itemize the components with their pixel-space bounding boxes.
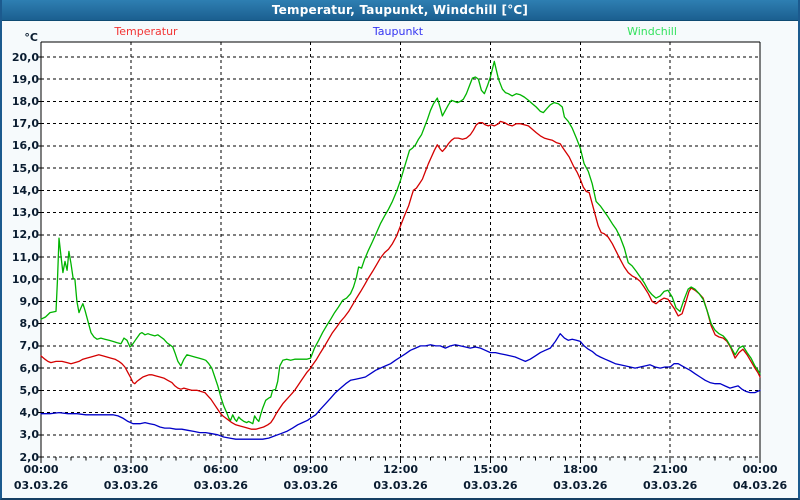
- x-axis-date-label: 03.03.26: [103, 479, 159, 492]
- x-axis-time-label: 00:00: [23, 463, 59, 476]
- series-line-temperatur: [40, 120, 761, 430]
- x-axis-time-label: 09:00: [293, 463, 329, 476]
- x-axis-date-label: 03.03.26: [553, 479, 608, 492]
- y-axis-label: 12,0: [11, 228, 39, 242]
- legend-item-windchill: Windchill: [627, 25, 677, 38]
- series-line-windchill: [40, 60, 761, 425]
- x-axis-time-label: 03:00: [113, 463, 149, 476]
- y-axis-label: 19,0: [11, 72, 39, 86]
- legend-item-temperatur: Temperatur: [114, 25, 178, 38]
- y-axis-label: 7,0: [19, 339, 40, 353]
- y-axis-label: 4,0: [19, 406, 40, 420]
- y-axis-label: 13,0: [11, 206, 39, 220]
- x-axis-date-label: 03.03.26: [283, 479, 338, 492]
- y-axis-label: 11,0: [11, 250, 39, 264]
- y-axis-label: 6,0: [19, 361, 40, 375]
- y-axis-label: 5,0: [19, 383, 40, 397]
- y-axis-label: 8,0: [19, 317, 40, 331]
- y-axis-label: 14,0: [11, 183, 39, 197]
- window-title: Temperatur, Taupunkt, Windchill [°C]: [271, 3, 529, 17]
- x-axis-time-label: 18:00: [562, 463, 598, 476]
- plot-background: [41, 42, 760, 457]
- x-axis-date-label: 03.03.26: [463, 479, 518, 492]
- y-axis-label: 9,0: [19, 294, 40, 308]
- x-axis-time-label: 06:00: [203, 463, 239, 476]
- x-axis-date-label: 04.03.26: [732, 479, 788, 492]
- y-axis-label: 20,0: [11, 50, 39, 64]
- x-axis-date-label: 03.03.26: [13, 479, 69, 492]
- y-axis-label: 3,0: [19, 428, 40, 442]
- window-titlebar: Temperatur, Taupunkt, Windchill [°C]: [2, 0, 798, 21]
- x-axis-date-label: 03.03.26: [642, 479, 698, 492]
- series-line-taupunkt: [40, 333, 761, 440]
- y-axis-label: 2,0: [19, 450, 40, 464]
- x-axis-time-label: 21:00: [652, 463, 688, 476]
- y-axis-label: 17,0: [11, 117, 39, 131]
- y-axis-label: 10,0: [11, 272, 39, 286]
- x-axis-time-label: 00:00: [742, 463, 778, 476]
- y-axis-unit-label: °C: [24, 31, 38, 44]
- legend-item-taupunkt: Taupunkt: [372, 25, 424, 38]
- y-axis-label: 15,0: [11, 161, 39, 175]
- y-axis-label: 18,0: [11, 94, 39, 108]
- x-axis-time-label: 15:00: [472, 463, 508, 476]
- x-axis-date-label: 03.03.26: [193, 479, 248, 492]
- x-axis-time-label: 12:00: [382, 463, 419, 476]
- x-axis-date-label: 03.03.26: [373, 479, 428, 492]
- y-axis-label: 16,0: [11, 139, 39, 153]
